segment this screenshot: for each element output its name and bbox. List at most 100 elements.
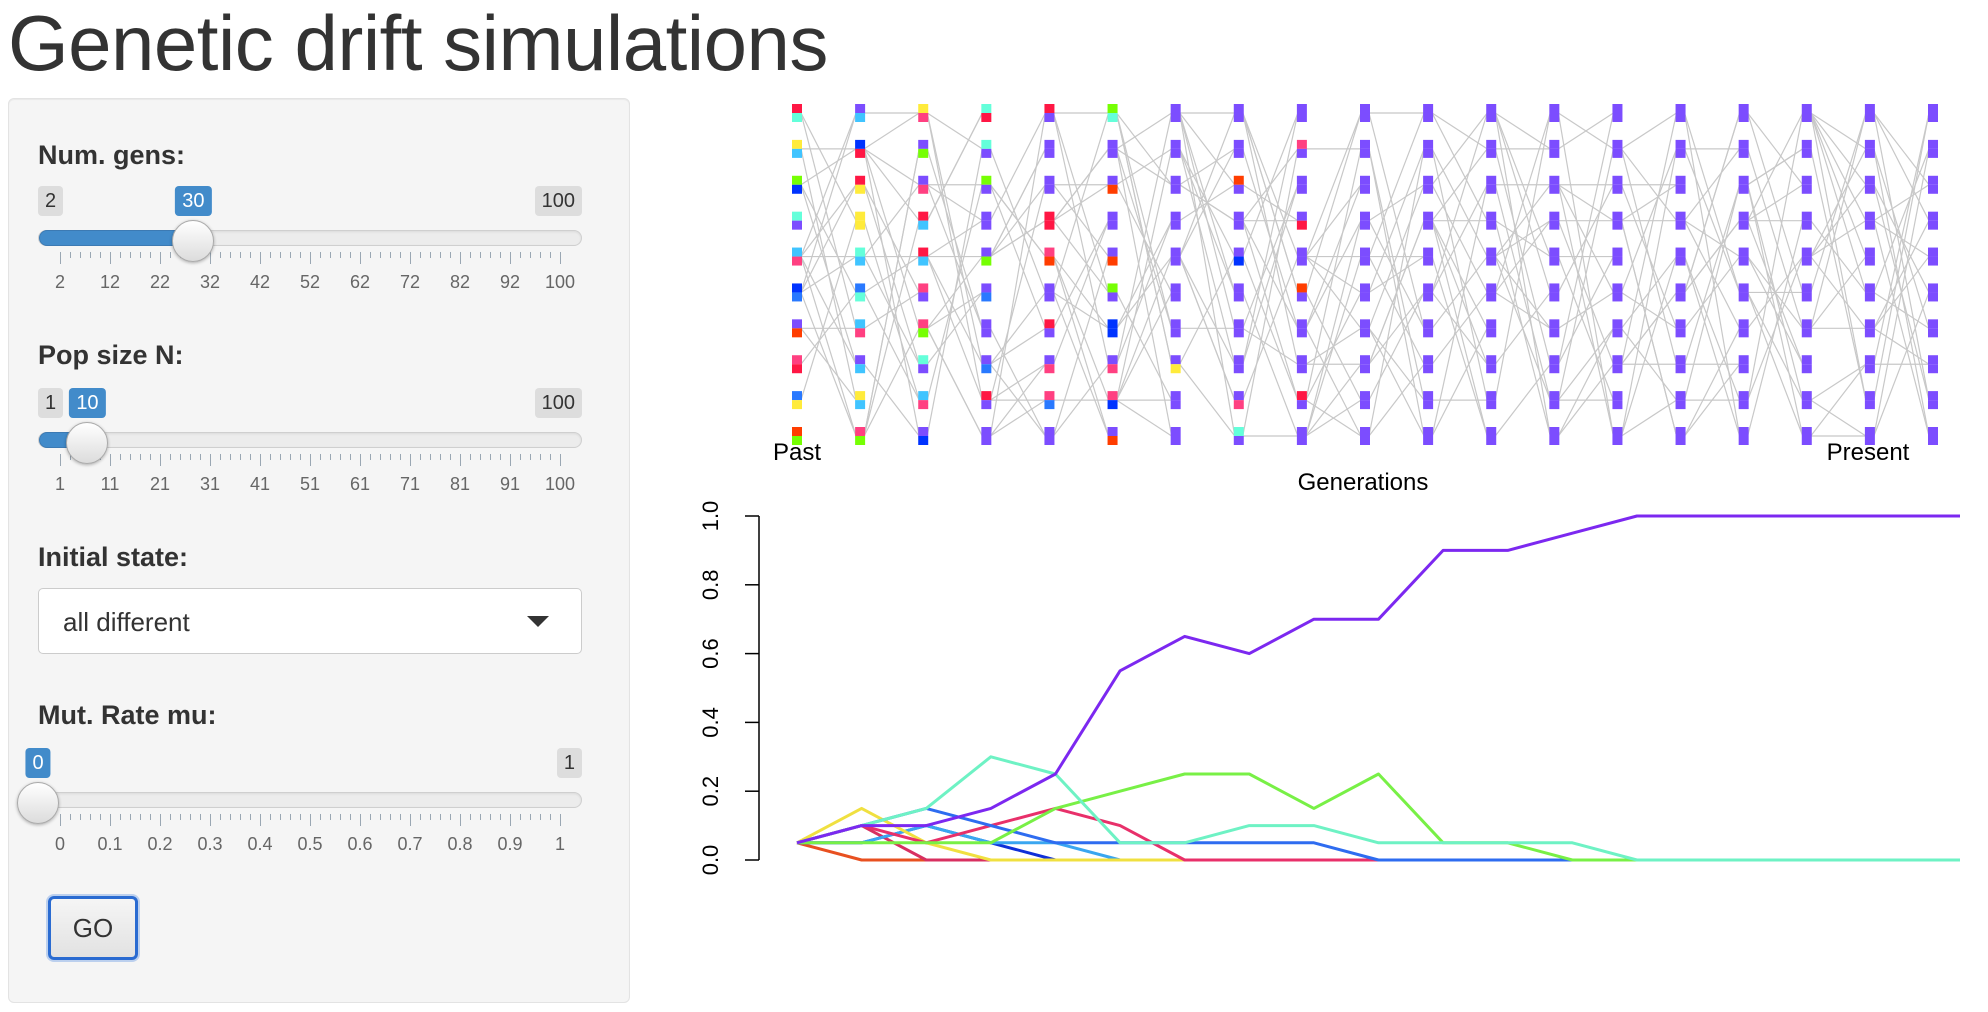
allele-block: [1233, 247, 1244, 257]
allele-block: [1170, 148, 1181, 158]
allele-block: [1423, 211, 1434, 221]
allele-block: [1296, 427, 1307, 436]
slider-tick: [390, 454, 391, 460]
allele-block: [1360, 364, 1370, 374]
slider-tick: [210, 454, 211, 466]
lineage-line: [1684, 328, 1741, 437]
allele-block: [1170, 247, 1181, 257]
lineage-line: [1179, 112, 1236, 186]
slider-tick: [350, 454, 351, 460]
allele-block: [1675, 319, 1686, 329]
slider-track[interactable]: [38, 792, 582, 808]
slider-tick: [380, 814, 381, 820]
allele-block: [918, 220, 929, 230]
slider-tick: [450, 814, 451, 820]
slider-handle[interactable]: [172, 220, 215, 262]
slider-tick: [480, 814, 481, 820]
allele-block: [855, 436, 866, 445]
allele-block: [1864, 364, 1875, 374]
slider-tick: [550, 454, 551, 460]
go-button[interactable]: GO: [48, 896, 138, 960]
slider-tick: [490, 454, 491, 460]
slider-tick: [340, 814, 341, 820]
lineage-line: [1368, 148, 1425, 437]
allele-block: [792, 220, 802, 230]
allele-block: [1360, 139, 1370, 149]
allele-block: [1423, 391, 1434, 401]
allele-block: [1170, 292, 1181, 302]
allele-block: [1423, 427, 1434, 436]
slider-tick: [500, 454, 501, 460]
allele-block: [1675, 113, 1686, 122]
allele-block: [1107, 283, 1118, 293]
num-gens-slider[interactable]: 2 100 30 2 12 22 32 42 52 62 72 82 92 100: [38, 186, 582, 316]
slider-tick: [500, 814, 501, 820]
lineage-line: [1873, 327, 1930, 365]
allele-block: [1486, 113, 1497, 122]
allele-block: [1486, 104, 1497, 113]
slider-tick: [330, 252, 331, 258]
slider-tick: [220, 252, 221, 258]
allele-block: [1233, 139, 1244, 149]
allele-block: [1044, 211, 1055, 221]
lineage-line: [1368, 328, 1425, 437]
allele-block: [1612, 328, 1623, 338]
lineage-line: [1052, 220, 1110, 329]
slider-tick: [120, 814, 121, 820]
lineage-line: [863, 328, 920, 437]
allele-block: [1233, 220, 1244, 230]
allele-block: [1170, 436, 1181, 445]
lineage-line: [1810, 112, 1867, 293]
allele-block: [1549, 427, 1560, 436]
slider-handle[interactable]: [17, 782, 59, 824]
lineage-line: [1494, 220, 1551, 437]
lineage-line: [863, 292, 920, 401]
allele-block: [792, 427, 802, 436]
lineage-line: [1557, 256, 1615, 401]
lineage-line: [1683, 112, 1741, 293]
allele-block: [1296, 283, 1307, 293]
slider-min-badge: 2: [38, 186, 64, 216]
allele-block: [1107, 292, 1118, 302]
slider-tick: [230, 454, 231, 460]
lineage-line: [1431, 112, 1488, 150]
slider-tick: [520, 252, 521, 258]
lineage-line: [1179, 112, 1236, 329]
allele-block: [1675, 247, 1686, 257]
slider-tick: [550, 252, 551, 258]
slider-tick: [270, 454, 271, 460]
initial-state-select[interactable]: all different: [38, 588, 582, 654]
allele-block: [1486, 247, 1497, 257]
mut-rate-slider[interactable]: 1 0 0 0.1 0.2 0.3 0.4 0.5 0.6 0.7 0.8 0.9 1: [17, 748, 582, 878]
slider-tick: [140, 814, 141, 820]
slider-tick: [80, 252, 81, 258]
slider-tick: [380, 252, 381, 258]
slider-min-badge: 1: [38, 388, 64, 418]
allele-block: [1549, 220, 1560, 230]
allele-block: [1549, 400, 1560, 410]
allele-block: [1423, 139, 1434, 149]
slider-tick: [370, 814, 371, 820]
allele-block: [1738, 113, 1749, 122]
pop-size-slider[interactable]: 1 100 10 1 11 21 31 41 51 61 71 81 91 100: [38, 388, 582, 518]
allele-block: [1233, 211, 1244, 221]
lineage-line: [1368, 112, 1425, 329]
slider-tick: [310, 814, 311, 826]
allele-block: [918, 436, 929, 445]
lineage-line: [1115, 112, 1173, 365]
allele-block: [918, 247, 929, 257]
slider-handle[interactable]: [66, 422, 109, 464]
allele-block: [1928, 139, 1938, 149]
slider-max-badge: 1: [556, 748, 582, 778]
allele-block: [1928, 436, 1938, 445]
allele-block: [1233, 319, 1244, 329]
allele-block: [1170, 355, 1181, 365]
slider-tick: [470, 252, 471, 258]
lineage-line: [1620, 148, 1678, 365]
slider-tick: [120, 454, 121, 460]
allele-block: [1360, 436, 1370, 445]
lineage-line: [1747, 112, 1804, 401]
y-tick-label: 0.8: [698, 570, 723, 601]
allele-block: [1928, 220, 1938, 230]
lineage-line: [926, 112, 983, 150]
